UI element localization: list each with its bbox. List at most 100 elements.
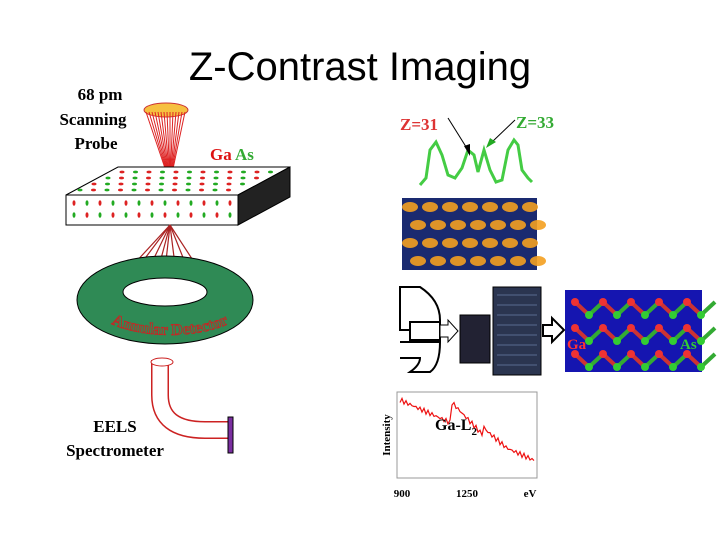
blob — [530, 256, 546, 266]
atom — [119, 176, 124, 180]
atom — [132, 182, 137, 186]
atom — [202, 212, 206, 218]
atom — [176, 212, 180, 218]
edge-label: Ga-L — [435, 417, 471, 434]
arrow — [447, 117, 469, 151]
title: Z-Contrast Imaging — [189, 45, 531, 89]
atom — [158, 188, 164, 192]
atom — [655, 350, 663, 358]
atom — [571, 324, 579, 332]
atom — [160, 170, 165, 174]
atom — [215, 212, 219, 218]
z33-label: Z=33 — [516, 113, 554, 132]
atom — [226, 188, 231, 192]
atom — [137, 212, 141, 218]
atom — [105, 182, 110, 186]
eels-pipe-inner — [152, 360, 228, 438]
spectrum-edge: Ga-L2 — [435, 417, 477, 438]
atom — [85, 212, 89, 218]
eels-label: Spectrometer — [66, 441, 164, 460]
atom — [613, 311, 621, 319]
blob — [402, 238, 418, 248]
blob — [410, 256, 426, 266]
blob — [490, 220, 506, 230]
atom — [697, 337, 705, 345]
atom — [585, 337, 593, 345]
atom — [145, 182, 151, 186]
atom — [613, 363, 621, 371]
atom — [189, 200, 193, 206]
atom — [627, 350, 635, 358]
atom — [91, 188, 96, 192]
atom — [697, 363, 705, 371]
spectrum-x-label: 900 — [394, 488, 411, 500]
atom — [200, 176, 205, 180]
atom — [627, 324, 635, 332]
atom — [202, 200, 206, 206]
atom — [85, 200, 89, 206]
atom — [133, 170, 138, 174]
edge-sub: 2 — [471, 426, 477, 438]
atom — [641, 337, 649, 345]
atom — [641, 311, 649, 319]
blob — [502, 202, 518, 212]
atom — [655, 298, 663, 306]
atom — [172, 182, 178, 186]
atom — [599, 324, 607, 332]
atom — [571, 350, 579, 358]
z31-label: Z=31 — [400, 115, 438, 134]
blob — [522, 238, 538, 248]
atom — [215, 200, 219, 206]
atom — [200, 170, 206, 174]
atom — [268, 170, 273, 174]
atom — [199, 182, 205, 186]
atom — [669, 311, 677, 319]
atom — [77, 188, 83, 192]
atom — [571, 298, 579, 306]
blob — [422, 202, 438, 212]
spectrum-curve — [399, 396, 535, 462]
atom — [137, 200, 141, 206]
atom — [697, 311, 705, 319]
atom — [212, 188, 218, 192]
spectrum-frame — [396, 391, 538, 479]
sample-front — [65, 194, 239, 226]
eels-label: EELS — [93, 417, 136, 436]
blob — [450, 256, 466, 266]
atom — [199, 188, 204, 192]
atom — [104, 188, 110, 192]
blob — [422, 238, 438, 248]
spectrum-x-label: eV — [524, 488, 537, 500]
atom — [173, 170, 179, 174]
atom — [226, 182, 232, 186]
atom — [124, 200, 128, 206]
sample-side — [237, 166, 291, 226]
blob — [442, 202, 458, 212]
line-scan — [418, 137, 534, 186]
atom — [683, 350, 691, 358]
atom — [159, 182, 164, 186]
atom — [118, 182, 124, 186]
atom — [585, 363, 593, 371]
atom — [213, 176, 219, 180]
atoms — [72, 170, 273, 218]
atom — [254, 170, 260, 174]
stem-blobs — [402, 202, 546, 266]
blob — [462, 238, 478, 248]
atom — [176, 200, 180, 206]
atom — [119, 170, 125, 174]
atom — [240, 176, 246, 180]
atom — [91, 182, 97, 186]
flow-arrow — [542, 315, 566, 345]
atom — [214, 170, 219, 174]
sample-ga: Ga — [210, 145, 232, 164]
atom — [159, 176, 165, 180]
atom — [124, 212, 128, 218]
atom — [669, 363, 677, 371]
arrowhead — [486, 138, 496, 148]
atom — [111, 212, 115, 218]
atom — [240, 182, 245, 186]
blob — [470, 220, 486, 230]
computer — [492, 286, 542, 376]
